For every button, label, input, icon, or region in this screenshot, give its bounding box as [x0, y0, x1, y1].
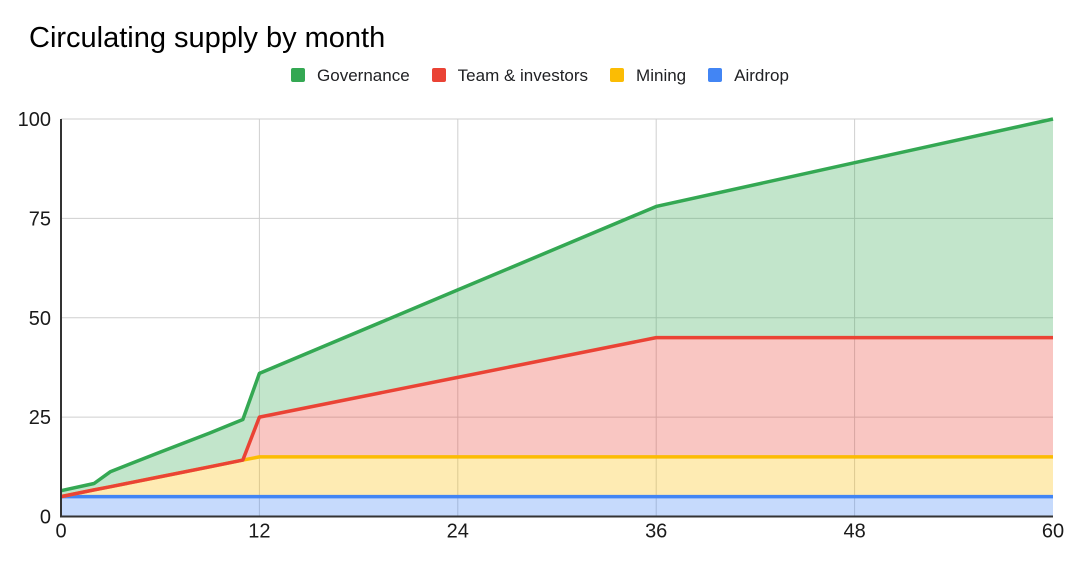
- legend-swatch-icon: [610, 68, 625, 82]
- x-tick-label: 24: [447, 521, 469, 543]
- area-airdrop: [61, 496, 1053, 517]
- chart-legend: Governance Team & investors Mining Airdrop: [0, 63, 1080, 87]
- legend-swatch-icon: [708, 68, 723, 82]
- y-tick-label: 0: [40, 507, 51, 529]
- x-tick-label: 36: [645, 521, 667, 543]
- line-team-investors: [60, 335, 1053, 499]
- x-tick-label: 0: [55, 521, 66, 543]
- legend-item-label: Mining: [636, 65, 687, 85]
- legend-item-team-investors: Team & investors: [431, 65, 589, 85]
- legend-item-label: Airdrop: [734, 65, 789, 85]
- legend-item-label: Team & investors: [457, 65, 589, 85]
- y-tick-label: 75: [29, 208, 51, 230]
- area-governance: [61, 119, 1053, 497]
- legend-swatch-icon: [291, 68, 306, 82]
- y-tick-label: 50: [29, 308, 51, 330]
- legend-item-airdrop: Airdrop: [708, 67, 789, 84]
- legend-item-label: Governance: [317, 65, 410, 85]
- legend-item-governance: Governance: [291, 67, 410, 84]
- area-mining: [61, 456, 1053, 497]
- x-tick-label: 60: [1042, 521, 1064, 543]
- line-governance: [60, 117, 1054, 493]
- legend-item-mining: Mining: [610, 67, 686, 84]
- legend-swatch-icon: [431, 68, 446, 82]
- chart-title: Circulating supply by month: [29, 22, 386, 54]
- x-tick-label: 12: [248, 521, 270, 543]
- y-tick-label: 100: [18, 109, 51, 131]
- x-tick-label: 48: [843, 521, 865, 543]
- y-tick-label: 25: [29, 407, 51, 429]
